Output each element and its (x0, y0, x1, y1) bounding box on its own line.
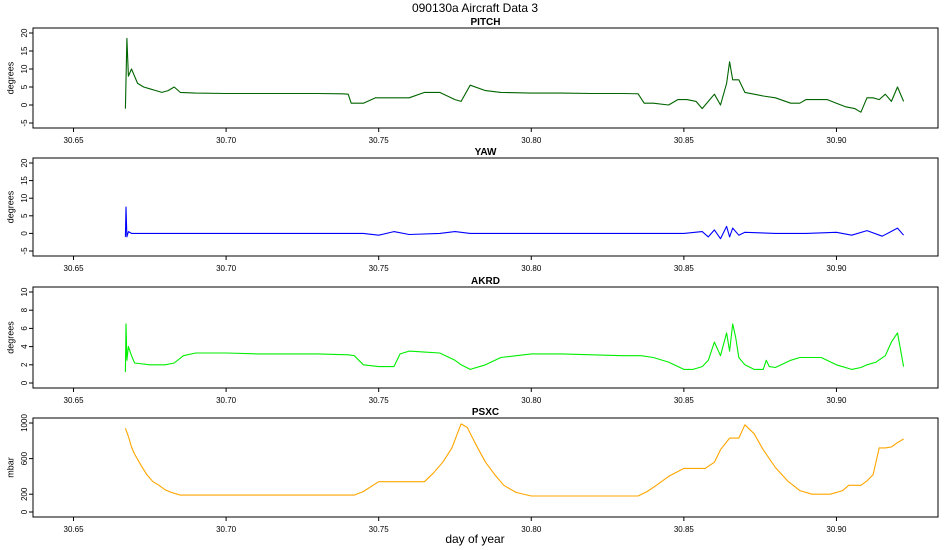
panel-akrd: AKRD 30.65 30.70 30.75 30.80 30.85 30.90 0 2 4 6 8 1… (5, 276, 939, 405)
x-tick-label: 30.75 (369, 525, 390, 534)
y-tick-label: 20 (20, 158, 29, 167)
x-tick-label: 30.75 (369, 264, 390, 273)
x-tick-label: 30.75 (369, 396, 390, 405)
y-tick-label: 0 (20, 231, 29, 236)
y-tick-label: 15 (20, 46, 29, 55)
y-tick-label: 5 (20, 213, 29, 218)
y-tick-label: 0 (20, 380, 29, 385)
plot-frame (32, 417, 939, 518)
panel-title: AKRD (471, 276, 500, 287)
x-tick-label: 30.70 (216, 525, 237, 534)
panel-yaw: YAW 30.65 30.70 30.75 30.80 30.85 30.90 -5 0 5 10 1… (5, 147, 939, 273)
series-line-psxc (124, 423, 904, 497)
y-tick-label: 6 (20, 326, 29, 331)
plot-frame (32, 286, 939, 389)
series-line-pitch (124, 37, 905, 113)
chart-panels: PITCH 30.65 30.70 30.75 30.80 30.85 30.90 -5 0 5 1… (5, 17, 939, 534)
x-tick-label: 30.80 (521, 264, 542, 273)
y-tick-label: 10 (20, 64, 29, 73)
x-tick-label: 30.70 (216, 396, 237, 405)
y-tick-label: -5 (20, 247, 29, 255)
figure-title: 090130a Aircraft Data 3 (412, 1, 538, 15)
x-tick-label: 30.85 (674, 525, 695, 534)
y-tick-label: 15 (20, 176, 29, 185)
y-axis-label: mbar (5, 457, 15, 478)
y-tick-label: 0 (20, 509, 29, 514)
x-tick-label: 30.85 (674, 136, 695, 145)
series-line-akrd (124, 323, 905, 373)
y-tick-label: 2 (20, 362, 29, 367)
x-tick-label: 30.80 (521, 136, 542, 145)
panel-title: YAW (475, 147, 497, 158)
x-tick-label: 30.90 (826, 525, 847, 534)
x-tick-label: 30.65 (64, 264, 85, 273)
panel-psxc: PSXC 30.65 30.70 30.75 30.80 30.85 30.90 0 200 60… (5, 407, 939, 534)
x-tick-label: 30.90 (826, 264, 847, 273)
series-line-yaw (124, 206, 905, 240)
y-tick-label: 0 (20, 102, 29, 107)
y-tick-label: 1000 (20, 414, 29, 432)
y-tick-label: 5 (20, 84, 29, 89)
figure-xlabel: day of year (445, 532, 504, 546)
panel-title: PITCH (471, 17, 501, 28)
y-tick-label: 600 (20, 451, 29, 465)
panel-title: PSXC (472, 407, 499, 418)
y-tick-label: 20 (20, 28, 29, 37)
x-tick-label: 30.80 (521, 525, 542, 534)
y-axis-label: degrees (5, 190, 15, 223)
x-tick-label: 30.65 (64, 136, 85, 145)
y-tick-label: 10 (20, 193, 29, 202)
x-tick-label: 30.85 (674, 264, 695, 273)
y-axis-label: degrees (5, 321, 15, 354)
x-tick-label: 30.70 (216, 264, 237, 273)
y-tick-label: 8 (20, 307, 29, 312)
y-axis-label: degrees (5, 61, 15, 94)
y-tick-label: 200 (20, 487, 29, 501)
y-tick-label: -5 (20, 119, 29, 127)
plot-frame (32, 27, 939, 129)
y-tick-label: 10 (20, 287, 29, 296)
panel-pitch: PITCH 30.65 30.70 30.75 30.80 30.85 30.90 -5 0 5 1… (5, 17, 939, 145)
x-tick-label: 30.65 (64, 396, 85, 405)
y-tick-label: 4 (20, 344, 29, 349)
x-tick-label: 30.70 (216, 136, 237, 145)
x-tick-label: 30.75 (369, 136, 390, 145)
x-tick-label: 30.90 (826, 136, 847, 145)
x-tick-label: 30.80 (521, 396, 542, 405)
plot-frame (32, 157, 939, 257)
x-tick-label: 30.90 (826, 396, 847, 405)
x-tick-label: 30.65 (64, 525, 85, 534)
x-tick-label: 30.85 (674, 396, 695, 405)
